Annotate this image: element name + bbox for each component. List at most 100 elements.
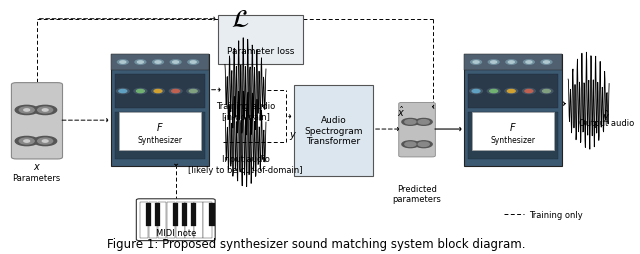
Circle shape <box>173 62 179 64</box>
Circle shape <box>152 89 164 94</box>
Circle shape <box>119 90 127 93</box>
FancyBboxPatch shape <box>209 203 214 226</box>
Text: Predicted: Predicted <box>397 184 437 193</box>
Text: Figure 1: Proposed synthesizer sound matching system block diagram.: Figure 1: Proposed synthesizer sound mat… <box>107 236 525 249</box>
FancyBboxPatch shape <box>115 113 205 160</box>
FancyBboxPatch shape <box>399 103 435 157</box>
Circle shape <box>24 109 29 112</box>
Circle shape <box>170 61 181 65</box>
FancyBboxPatch shape <box>468 75 558 108</box>
Circle shape <box>543 90 550 93</box>
Text: $F$: $F$ <box>156 120 164 132</box>
Circle shape <box>505 89 518 94</box>
Circle shape <box>415 119 432 126</box>
FancyBboxPatch shape <box>176 202 184 238</box>
Circle shape <box>415 141 432 148</box>
FancyBboxPatch shape <box>136 199 215 241</box>
FancyBboxPatch shape <box>155 203 160 226</box>
Circle shape <box>472 90 480 93</box>
Text: Input audio: Input audio <box>221 155 269 164</box>
Circle shape <box>522 89 535 94</box>
FancyBboxPatch shape <box>472 113 554 151</box>
FancyBboxPatch shape <box>111 55 209 166</box>
Circle shape <box>190 62 196 64</box>
Circle shape <box>19 107 34 114</box>
Circle shape <box>42 140 48 143</box>
Circle shape <box>524 61 534 65</box>
Circle shape <box>38 107 52 114</box>
FancyBboxPatch shape <box>468 113 558 160</box>
Circle shape <box>543 62 549 64</box>
Circle shape <box>491 62 497 64</box>
Circle shape <box>34 106 57 115</box>
FancyBboxPatch shape <box>191 203 196 226</box>
Text: Synthesizer: Synthesizer <box>491 136 536 145</box>
Circle shape <box>169 89 182 94</box>
FancyBboxPatch shape <box>182 203 188 226</box>
Circle shape <box>42 109 48 112</box>
Circle shape <box>473 62 479 64</box>
Text: $\mathcal{L}$: $\mathcal{L}$ <box>231 8 250 31</box>
Circle shape <box>540 89 553 94</box>
Circle shape <box>405 120 416 125</box>
FancyBboxPatch shape <box>185 202 193 238</box>
Text: $y$: $y$ <box>289 130 297 141</box>
FancyBboxPatch shape <box>146 203 151 226</box>
Circle shape <box>418 142 429 147</box>
FancyBboxPatch shape <box>111 55 209 71</box>
FancyBboxPatch shape <box>158 202 166 238</box>
Circle shape <box>172 90 180 93</box>
FancyBboxPatch shape <box>140 202 148 238</box>
Circle shape <box>418 120 429 125</box>
Circle shape <box>402 141 419 148</box>
FancyBboxPatch shape <box>294 85 373 176</box>
Circle shape <box>135 61 146 65</box>
FancyBboxPatch shape <box>167 202 175 238</box>
FancyBboxPatch shape <box>465 55 562 166</box>
FancyBboxPatch shape <box>17 85 58 157</box>
Text: MIDI note: MIDI note <box>156 228 196 237</box>
Circle shape <box>155 62 161 64</box>
Circle shape <box>508 62 514 64</box>
Circle shape <box>188 61 198 65</box>
Circle shape <box>402 119 419 126</box>
Text: $\hat{x}$: $\hat{x}$ <box>397 104 404 118</box>
Circle shape <box>138 62 143 64</box>
Circle shape <box>134 89 147 94</box>
Text: Parameters: Parameters <box>13 174 61 183</box>
Circle shape <box>136 90 145 93</box>
Circle shape <box>120 62 125 64</box>
Circle shape <box>470 89 483 94</box>
FancyBboxPatch shape <box>218 16 303 65</box>
FancyBboxPatch shape <box>115 75 205 108</box>
Circle shape <box>189 90 197 93</box>
FancyBboxPatch shape <box>465 55 562 71</box>
Text: Audio
Spectrogram
Transformer: Audio Spectrogram Transformer <box>304 116 363 146</box>
Circle shape <box>525 90 532 93</box>
Text: Output audio: Output audio <box>579 118 634 127</box>
Circle shape <box>19 138 34 145</box>
Text: $F$: $F$ <box>509 120 517 132</box>
Circle shape <box>34 137 57 146</box>
Circle shape <box>487 89 500 94</box>
Circle shape <box>470 61 481 65</box>
FancyBboxPatch shape <box>173 203 179 226</box>
Text: Training audio: Training audio <box>216 102 275 111</box>
Circle shape <box>24 140 29 143</box>
Circle shape <box>506 61 516 65</box>
Text: [likely to be out-of-domain]: [likely to be out-of-domain] <box>188 165 303 174</box>
Text: Training only: Training only <box>529 210 583 219</box>
Circle shape <box>116 89 129 94</box>
Text: parameters: parameters <box>392 194 442 203</box>
Text: [in-domain]: [in-domain] <box>221 112 270 121</box>
Circle shape <box>541 61 552 65</box>
Circle shape <box>405 142 416 147</box>
Circle shape <box>154 90 162 93</box>
Circle shape <box>15 137 38 146</box>
Circle shape <box>38 138 52 145</box>
Circle shape <box>15 106 38 115</box>
Circle shape <box>488 61 499 65</box>
Text: Parameter loss: Parameter loss <box>227 47 294 56</box>
FancyBboxPatch shape <box>149 202 157 238</box>
Text: Synthesizer: Synthesizer <box>138 136 182 145</box>
